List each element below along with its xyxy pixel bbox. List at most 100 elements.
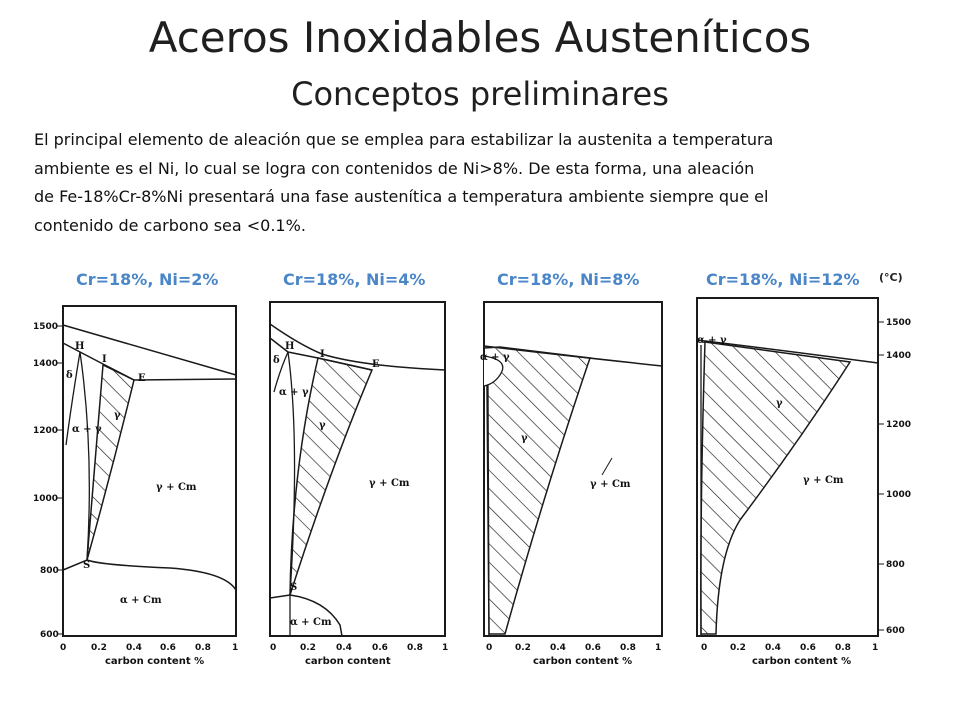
x-tick-label: 0.2 (515, 643, 531, 653)
phase-diagram-ni8: 0 0.2 0.4 0.6 0.8 1 carbon content % α +… (480, 301, 663, 667)
diagram-label-ni8: Cr=18%, Ni=8% (497, 270, 640, 289)
x-tick-label: 0.2 (91, 643, 107, 653)
y-tick-label: 1000 (886, 490, 911, 500)
alpha-gamma-pocket (483, 355, 504, 387)
x-axis-title: carbon content % (105, 656, 204, 667)
x-tick-label: 0.8 (835, 643, 851, 653)
phase-label-H: H (285, 341, 294, 352)
diagram-frame (696, 297, 879, 637)
diagram-label-ni12: Cr=18%, Ni=12% (706, 270, 860, 289)
phase-label-gamma: γ (114, 410, 121, 421)
phase-label-alpha-gamma: α + γ (279, 387, 309, 398)
solidus-line (269, 337, 373, 371)
y-tick-label: 600 (40, 630, 59, 640)
solidus-line (696, 339, 879, 364)
x-tick-label: 0.8 (195, 643, 211, 653)
x-tick-label: 1 (872, 643, 878, 653)
x-tick-label: 1 (232, 643, 238, 653)
phase-label-alpha-cm: α + Cm (120, 595, 162, 606)
leader-line (601, 457, 613, 476)
x-tick-label: 0.8 (620, 643, 636, 653)
x-tick-label: 0.6 (372, 643, 388, 653)
x-tick-label: 0.4 (550, 643, 566, 653)
y-tick-label: 1500 (886, 318, 911, 328)
x-tick-label: 0 (701, 643, 707, 653)
liquidus-line (269, 323, 446, 371)
paragraph-line: de Fe-18%Cr-8%Ni presentará una fase aus… (34, 187, 769, 206)
x-tick-label: 0.4 (336, 643, 352, 653)
phase-label-alpha-cm: α + Cm (290, 617, 332, 628)
phase-label-alpha-gamma: α + γ (72, 424, 102, 435)
paragraph-line: ambiente es el Ni, lo cual se logra con … (34, 158, 755, 178)
y-axis-ticks-right: 1500 1400 1200 1000 800 600 (878, 318, 911, 636)
phase-label-gamma-cm: γ + Cm (590, 479, 631, 490)
phase-label-delta: δ (273, 355, 280, 366)
x-tick-label: 1 (655, 643, 661, 653)
x-axis-ticks: 0 0.2 0.4 0.6 0.8 1 carbon content (270, 643, 448, 667)
paragraph-line: El principal elemento de aleación que se… (34, 130, 774, 149)
y-tick-label: 800 (886, 560, 905, 570)
x-tick-label: 1 (442, 643, 448, 653)
x-tick-label: 0.4 (126, 643, 142, 653)
x-axis-title: carbon content % (533, 656, 632, 667)
y-tick-label: 1200 (33, 426, 58, 436)
phase-label-I: I (102, 354, 107, 365)
x-tick-label: 0 (486, 643, 492, 653)
slide-title: Aceros Inoxidables Austeníticos (148, 13, 812, 62)
x-axis-ticks: 0 0.2 0.4 0.6 0.8 1 carbon content % (701, 643, 878, 667)
solidus-line (62, 342, 237, 381)
y-tick-label: 1400 (33, 359, 58, 369)
phase-label-gamma-cm: γ + Cm (803, 475, 844, 486)
x-tick-label: 0 (270, 643, 276, 653)
phase-diagram-ni12: 1500 1400 1200 1000 800 600 0 0.2 0.4 0.… (696, 297, 911, 667)
x-tick-label: 0.2 (300, 643, 316, 653)
y-tick-label: 600 (886, 626, 905, 636)
phase-label-delta: δ (66, 370, 73, 381)
alpha-gamma-boundary (79, 351, 90, 561)
body-paragraph: El principal elemento de aleación que se… (34, 126, 934, 240)
phase-label-alpha-gamma: α + γ (480, 352, 510, 363)
eutectoid-line (269, 594, 343, 637)
diagram-frame (62, 305, 237, 637)
x-axis-ticks: 0 0.2 0.4 0.6 0.8 1 carbon content % (486, 643, 661, 667)
eutectoid-line (62, 559, 237, 591)
gamma-region-hatched (86, 363, 135, 561)
diagram-label-ni4: Cr=18%, Ni=4% (283, 270, 426, 289)
phase-label-I: I (320, 349, 325, 360)
alpha-gamma-boundary (287, 351, 296, 596)
diagram-frame (483, 301, 663, 637)
y-tick-label: 1500 (33, 322, 58, 332)
gamma-region-hatched (700, 341, 852, 635)
delta-boundary (273, 351, 289, 393)
phase-label-H: H (75, 341, 84, 352)
y-tick-label: 1000 (33, 494, 58, 504)
x-axis-ticks: 0 0.2 0.4 0.6 0.8 1 carbon content % (60, 643, 238, 667)
y-tick-label: 1200 (886, 420, 911, 430)
phase-diagram-ni4: 0 0.2 0.4 0.6 0.8 1 carbon content H I E… (269, 301, 448, 667)
x-tick-label: 0.2 (730, 643, 746, 653)
y-tick-label: 800 (40, 566, 59, 576)
phase-label-gamma: γ (776, 398, 783, 409)
diagram-label-ni2: Cr=18%, Ni=2% (76, 270, 219, 289)
temperature-unit: (°C) (879, 271, 903, 284)
diagram-frame (269, 301, 446, 637)
x-tick-label: 0.4 (765, 643, 781, 653)
paragraph-line: contenido de carbono sea <0.1%. (34, 215, 306, 235)
phase-label-gamma-cm: γ + Cm (369, 478, 410, 489)
x-axis-title: carbon content (305, 656, 391, 667)
phase-label-gamma: γ (319, 420, 326, 431)
phase-label-S: S (83, 560, 90, 571)
y-tick-label: 1400 (886, 351, 911, 361)
phase-label-gamma-cm: γ + Cm (156, 482, 197, 493)
phase-label-S: S (290, 582, 297, 593)
x-tick-label: 0.6 (585, 643, 601, 653)
solidus-line (483, 345, 663, 367)
x-tick-label: 0.6 (160, 643, 176, 653)
x-axis-title: carbon content % (752, 656, 851, 667)
liquidus-line (62, 324, 237, 376)
phase-label-E: E (138, 373, 146, 384)
gamma-region-hatched (483, 346, 592, 635)
x-tick-label: 0 (60, 643, 66, 653)
alpha-gamma-boundary (487, 385, 490, 637)
